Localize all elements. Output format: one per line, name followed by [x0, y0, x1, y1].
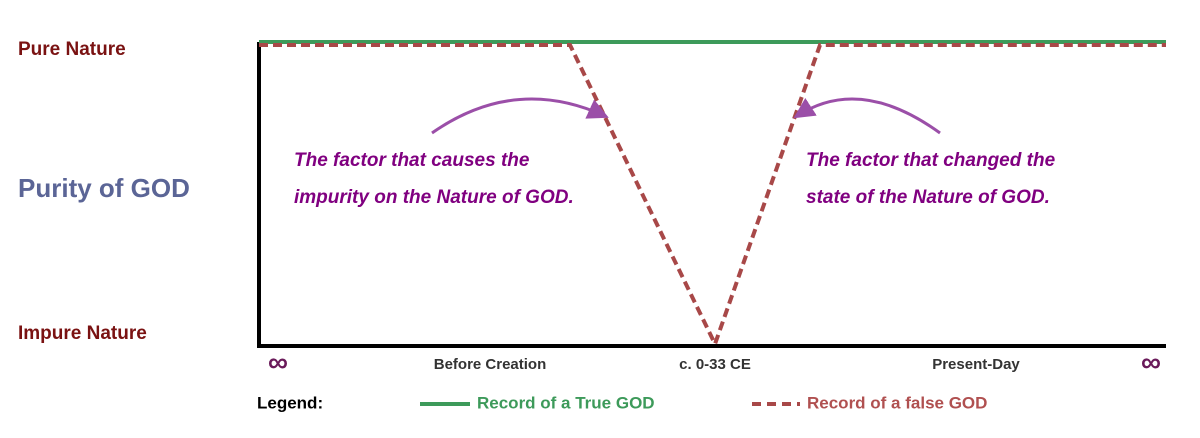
legend-entry: Record of a false GOD — [807, 393, 987, 412]
legend-entry: Record of a True GOD — [477, 393, 655, 412]
annotation: The factor that causes the — [294, 150, 530, 171]
y-axis-title: Purity of GOD — [18, 173, 190, 203]
legend-title: Legend: — [257, 393, 323, 412]
annotation: state of the Nature of GOD. — [806, 187, 1050, 208]
x-label: ∞ — [268, 346, 288, 377]
bottom-label: Impure Nature — [18, 323, 147, 344]
arrow — [793, 97, 941, 135]
annotation: impurity on the Nature of GOD. — [294, 187, 574, 208]
top-label: Pure Nature — [18, 39, 126, 60]
x-label: Present-Day — [932, 356, 1020, 373]
x-label: c. 0-33 CE — [679, 356, 751, 373]
x-label: Before Creation — [434, 356, 547, 373]
x-label: ∞ — [1141, 346, 1161, 377]
arrow — [431, 97, 609, 135]
annotation: The factor that changed the — [806, 150, 1056, 171]
